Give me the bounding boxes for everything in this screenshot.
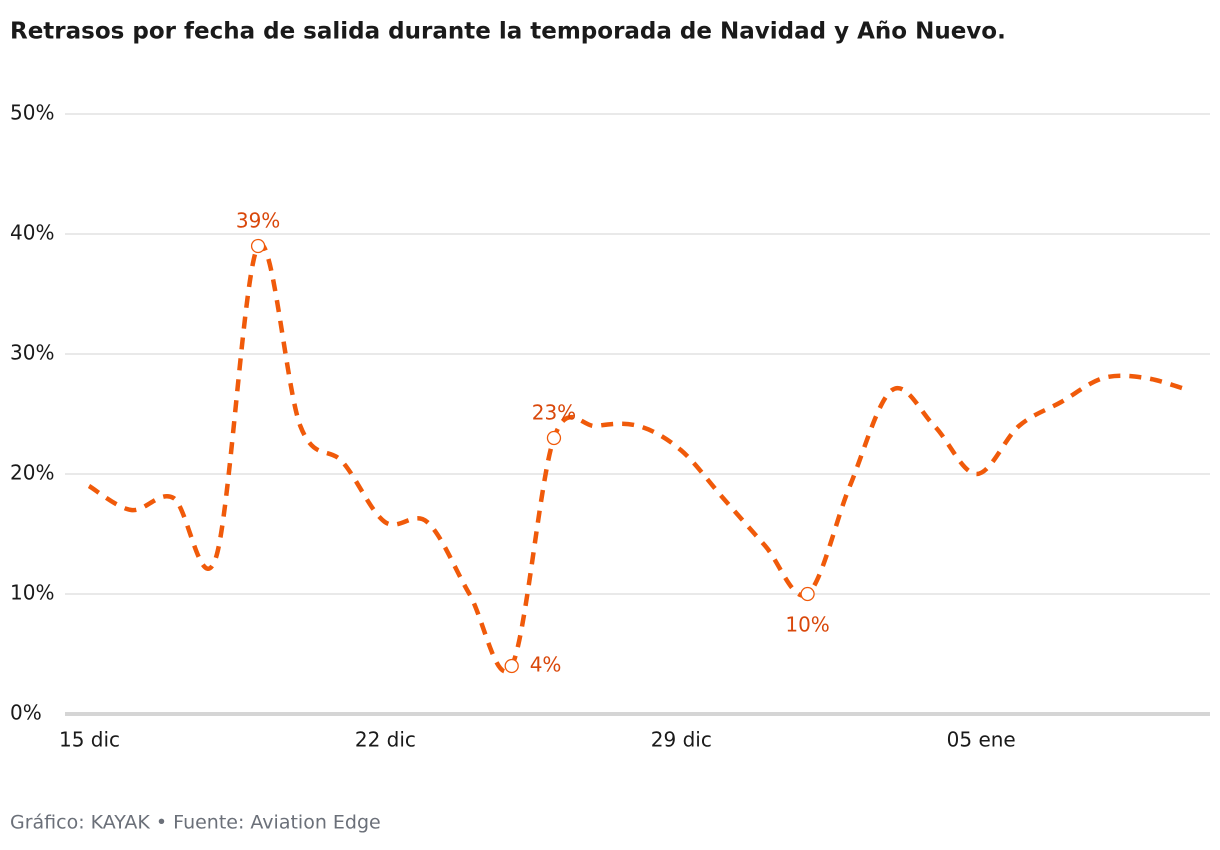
value-label: 23% [532,401,576,425]
point-marker [250,238,266,254]
point-marker [504,658,519,674]
y-tick-label: 10% [10,581,54,605]
value-label: 10% [785,613,829,637]
point-marker [800,586,815,602]
chart-title: Retrasos por fecha de salida durante la … [10,19,1006,45]
value-label: 4% [530,653,562,677]
x-tick-label: 05 ene [947,728,1016,752]
y-tick-label: 30% [10,341,54,365]
source: Gráfico: KAYAK • Fuente: Aviation Edge [10,812,381,834]
line [87,241,1189,674]
y-tick-label: 50% [10,101,54,125]
value-label: 39% [236,209,280,233]
x-tick-label: 15 dic [59,728,120,752]
y-tick-label: 0% [10,701,42,725]
y-tick-label: 40% [10,221,54,245]
point-marker [546,430,562,446]
x-tick-label: 22 dic [355,728,416,752]
x-tick-label: 29 dic [651,728,712,752]
y-tick-label: 20% [10,461,54,485]
